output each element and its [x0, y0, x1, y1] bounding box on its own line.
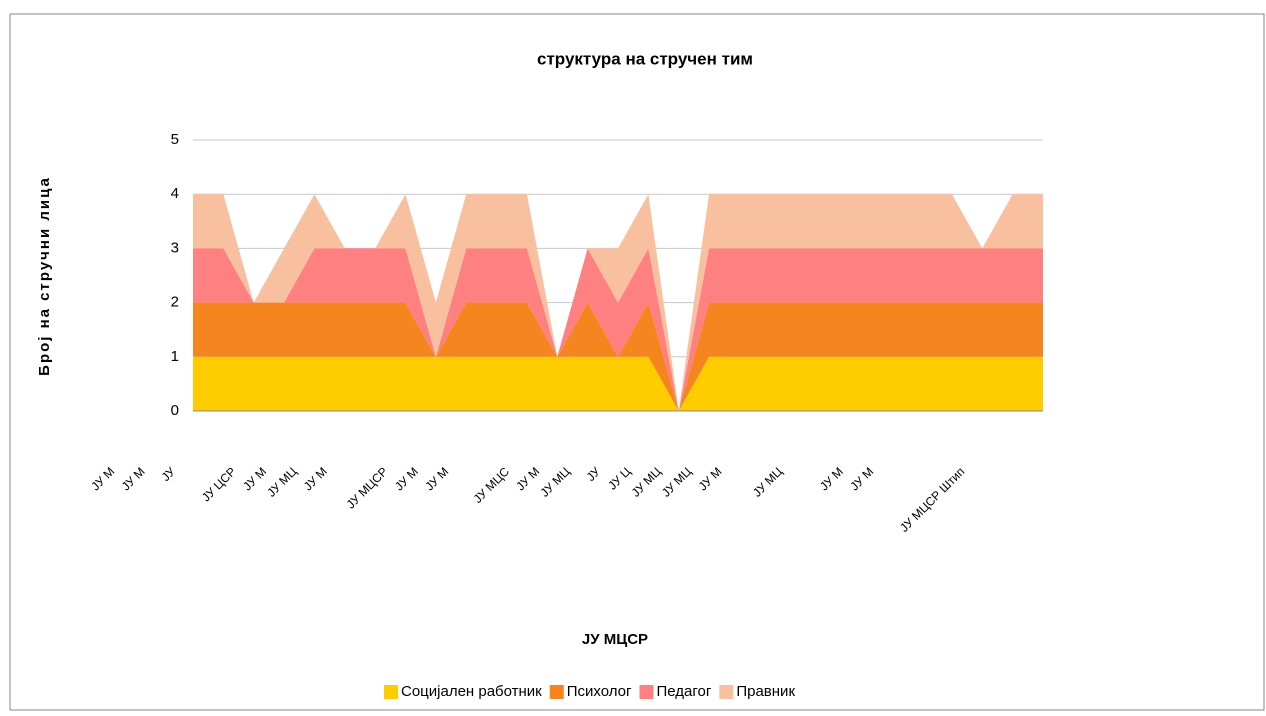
y-tick-label: 2 — [171, 294, 179, 311]
x-axis-title: ЈУ МЦСР — [582, 631, 648, 648]
y-tick-label: 5 — [171, 131, 179, 148]
legend-swatch — [549, 685, 564, 699]
y-axis-title: Број на стручни лица — [36, 176, 53, 376]
legend-swatch — [639, 685, 654, 699]
legend-label: Правник — [736, 683, 795, 700]
legend-label: Педагог — [657, 683, 712, 700]
y-tick-label: 3 — [171, 239, 179, 256]
legend-swatch — [719, 685, 734, 699]
area — [193, 248, 1043, 411]
area — [193, 356, 1043, 411]
legend-label: Психолог — [567, 683, 632, 700]
legend-label: Социјален работник — [401, 683, 542, 700]
y-tick-label: 0 — [171, 402, 179, 419]
area — [193, 194, 1043, 411]
chart-title: структура на стручен тим — [537, 49, 753, 68]
y-tick-label: 4 — [171, 185, 179, 202]
legend-swatch — [384, 685, 398, 699]
y-tick-label: 1 — [171, 348, 179, 365]
